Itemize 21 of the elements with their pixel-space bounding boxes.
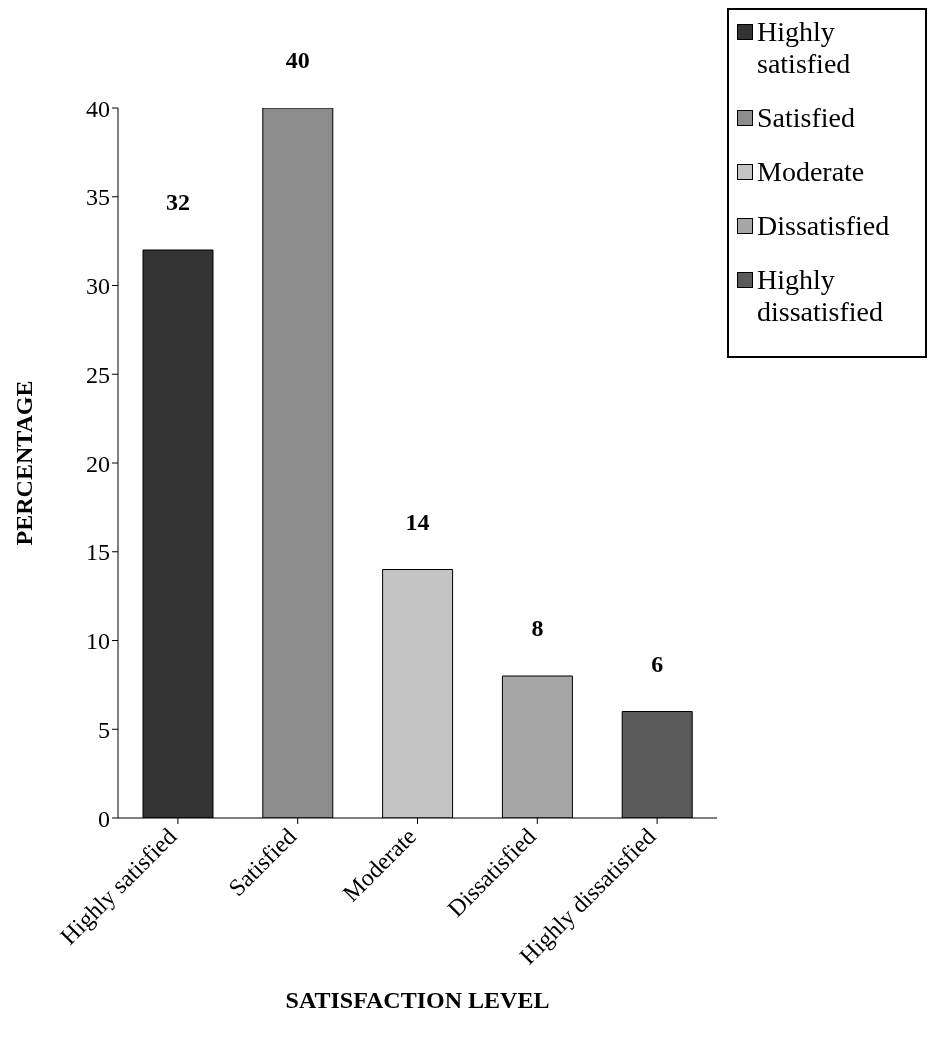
legend-label: Dissatisfied bbox=[757, 210, 890, 242]
y-tick-label: 40 bbox=[86, 95, 110, 122]
data-label: 40 bbox=[285, 47, 310, 73]
y-tick-label: 5 bbox=[98, 716, 110, 743]
y-tick-label: 15 bbox=[86, 539, 110, 566]
y-tick-label: 30 bbox=[86, 273, 110, 300]
data-label: 6 bbox=[651, 650, 664, 677]
legend-label: Highly satisfied bbox=[757, 16, 852, 80]
legend-label: Moderate bbox=[757, 156, 865, 188]
data-label: 32 bbox=[166, 189, 190, 215]
y-tick-label: 25 bbox=[86, 361, 110, 388]
x-axis-title: SATISFACTION LEVEL bbox=[285, 987, 550, 1013]
y-tick-label: 20 bbox=[86, 450, 110, 477]
y-tick-label: 0 bbox=[98, 805, 110, 832]
legend-label: Satisfied bbox=[757, 102, 855, 134]
y-tick-label: 10 bbox=[86, 628, 110, 655]
y-axis-title: PERCENTAGE bbox=[10, 380, 37, 546]
data-label: 8 bbox=[531, 615, 544, 641]
y-tick-label: 35 bbox=[86, 184, 110, 211]
legend-label: Highly dissatisfied bbox=[757, 264, 884, 328]
data-label: 14 bbox=[405, 508, 430, 535]
